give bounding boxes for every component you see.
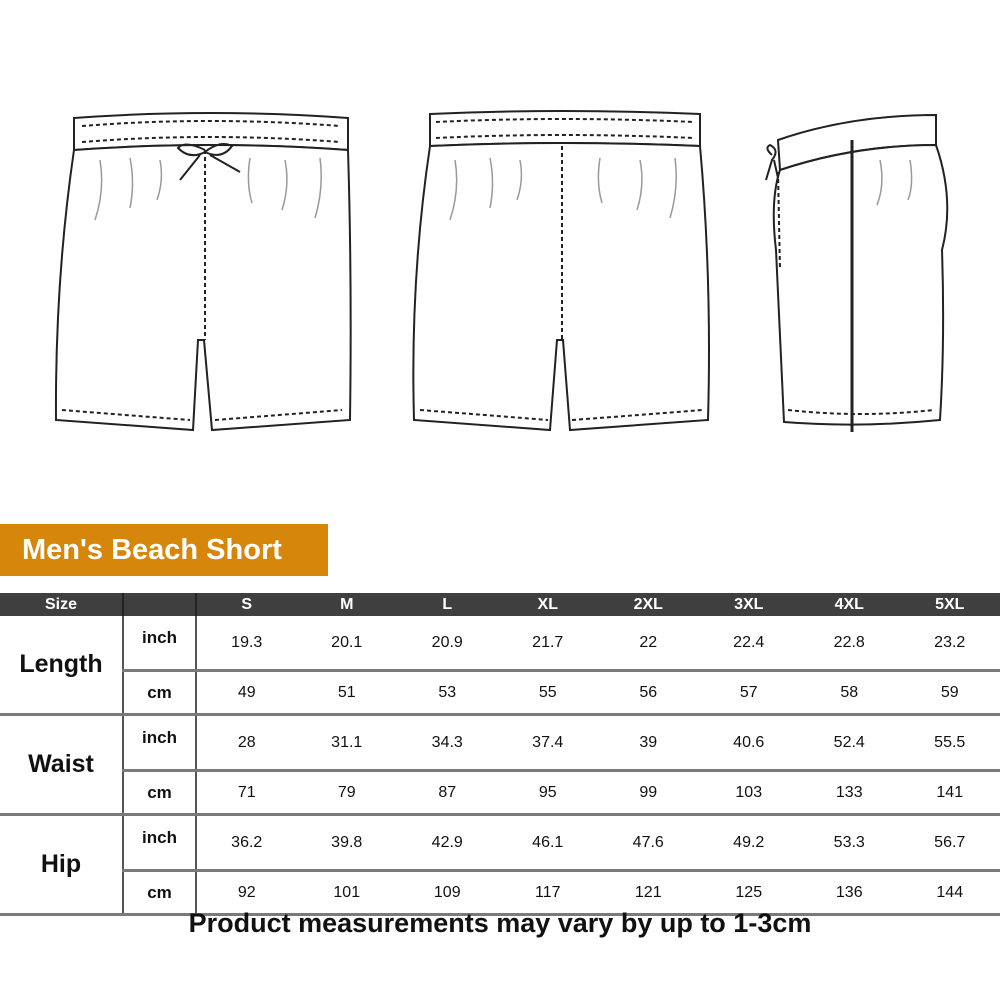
measurement-value: 125 — [698, 870, 799, 916]
measurement-label: Hip — [0, 814, 124, 916]
measurement-value: 92 — [196, 870, 297, 916]
measurement-value: 99 — [598, 770, 699, 816]
size-column-header: 3XL — [698, 593, 799, 616]
measurement-value: 117 — [497, 870, 598, 916]
measurement-value: 46.1 — [497, 814, 598, 872]
unit-header — [123, 593, 197, 616]
measurement-value: 53 — [397, 670, 498, 716]
measurement-disclaimer: Product measurements may vary by up to 1… — [188, 908, 812, 938]
measurement-value: 39 — [598, 714, 699, 772]
table-row: Length inch 19.3 20.1 20.9 21.7 22 22.4 22.8 23.2 — [0, 616, 1000, 716]
measurement-value: 58 — [799, 670, 900, 716]
size-column-header: XL — [497, 593, 598, 616]
measurement-value: 51 — [296, 670, 397, 716]
measurement-value: 79 — [296, 770, 397, 816]
measurement-value: 95 — [497, 770, 598, 816]
size-column-header: M — [296, 593, 397, 616]
unit-label: cm — [123, 770, 197, 816]
unit-label: inch — [123, 814, 197, 872]
table-header-row: Size S M L XL 2XL 3XL 4XL 5XL — [0, 593, 1000, 616]
size-column-header: 5XL — [899, 593, 1000, 616]
measurement-label: Waist — [0, 714, 124, 816]
size-column-header: 4XL — [799, 593, 900, 616]
measurement-value: 49.2 — [698, 814, 799, 872]
measurement-value: 42.9 — [397, 814, 498, 872]
table-row: cm 49 51 53 55 56 57 58 59 — [0, 670, 1000, 716]
measurement-value: 52.4 — [799, 714, 900, 772]
measurement-value: 39.8 — [296, 814, 397, 872]
measurement-value: 57 — [698, 670, 799, 716]
measurement-value: 47.6 — [598, 814, 699, 872]
measurement-value: 36.2 — [196, 814, 297, 872]
measurement-value: 31.1 — [296, 714, 397, 772]
shorts-technical-drawings — [54, 110, 949, 432]
measurement-value: 22 — [598, 616, 699, 672]
measurement-value: 71 — [196, 770, 297, 816]
size-chart-table: Size S M L XL 2XL 3XL 4XL 5XL Length inch… — [0, 593, 1000, 916]
product-title: Men's Beach Short — [0, 524, 328, 576]
measurement-value: 144 — [899, 870, 1000, 916]
measurement-value: 87 — [397, 770, 498, 816]
measurement-value: 34.3 — [397, 714, 498, 772]
measurement-value: 103 — [698, 770, 799, 816]
table-row: Hip inch 36.2 39.8 42.9 46.1 47.6 49.2 53.3 56.7 — [0, 814, 1000, 916]
measurement-value: 121 — [598, 870, 699, 916]
measurement-value: 19.3 — [196, 616, 297, 672]
measurement-value: 109 — [397, 870, 498, 916]
measurement-value: 59 — [899, 670, 1000, 716]
measurement-value: 55.5 — [899, 714, 1000, 772]
unit-label: inch — [123, 616, 197, 672]
measurement-value: 37.4 — [497, 714, 598, 772]
measurement-value: 53.3 — [799, 814, 900, 872]
measurement-value: 56.7 — [899, 814, 1000, 872]
measurement-value: 133 — [799, 770, 900, 816]
measurement-value: 136 — [799, 870, 900, 916]
unit-label: inch — [123, 714, 197, 772]
measurement-value: 20.1 — [296, 616, 397, 672]
size-column-header: S — [196, 593, 297, 616]
unit-label: cm — [123, 670, 197, 716]
measurement-value: 40.6 — [698, 714, 799, 772]
size-column-header: L — [397, 593, 498, 616]
shorts-back-icon — [412, 110, 710, 432]
measurement-value: 55 — [497, 670, 598, 716]
size-header: Size — [0, 593, 124, 616]
measurement-value: 56 — [598, 670, 699, 716]
table-row: Waist inch 28 31.1 34.3 37.4 39 40.6 52.4 55.5 — [0, 714, 1000, 816]
size-column-header: 2XL — [598, 593, 699, 616]
measurement-value: 22.4 — [698, 616, 799, 672]
measurement-value: 20.9 — [397, 616, 498, 672]
measurement-value: 28 — [196, 714, 297, 772]
shorts-front-icon — [54, 112, 352, 432]
shorts-side-icon — [765, 113, 949, 432]
measurement-value: 23.2 — [899, 616, 1000, 672]
measurement-label: Length — [0, 616, 124, 716]
measurement-value: 101 — [296, 870, 397, 916]
table-row: cm 71 79 87 95 99 103 133 141 — [0, 770, 1000, 816]
measurement-value: 49 — [196, 670, 297, 716]
measurement-value: 21.7 — [497, 616, 598, 672]
unit-label: cm — [123, 870, 197, 916]
measurement-value: 22.8 — [799, 616, 900, 672]
table-row: cm 92 101 109 117 121 125 136 144 — [0, 870, 1000, 916]
measurement-value: 141 — [899, 770, 1000, 816]
